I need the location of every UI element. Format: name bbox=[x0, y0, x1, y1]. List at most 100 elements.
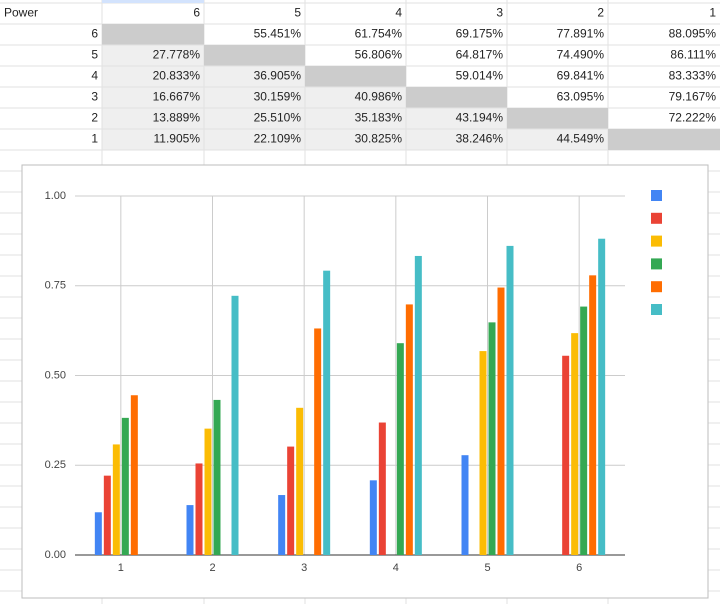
cell: 63.095% bbox=[557, 90, 605, 104]
bar bbox=[589, 275, 597, 555]
cell: 88.095% bbox=[669, 27, 717, 41]
bar bbox=[414, 255, 422, 555]
header-cell: 6 bbox=[193, 6, 200, 20]
cell: 11.905% bbox=[154, 132, 201, 146]
y-tick-label: 0.75 bbox=[45, 280, 66, 292]
bar bbox=[278, 495, 286, 555]
legend-swatch bbox=[651, 212, 662, 224]
cell: 79.167% bbox=[669, 90, 717, 104]
bar bbox=[488, 322, 496, 555]
header-cell: Power bbox=[4, 6, 38, 20]
row-label: 1 bbox=[91, 132, 98, 146]
bar bbox=[323, 270, 331, 555]
header-cell: 4 bbox=[395, 6, 402, 20]
bar bbox=[296, 407, 304, 555]
bar bbox=[314, 328, 322, 555]
bar bbox=[94, 512, 102, 555]
bar bbox=[231, 295, 239, 555]
x-tick-label: 4 bbox=[393, 562, 399, 574]
diagonal-cell bbox=[102, 24, 204, 45]
y-tick-label: 0.50 bbox=[45, 369, 66, 381]
legend-swatch bbox=[651, 258, 662, 270]
cell: 38.246% bbox=[456, 132, 504, 146]
bar bbox=[580, 306, 588, 555]
bar bbox=[130, 395, 138, 555]
x-tick-label: 2 bbox=[209, 562, 215, 574]
header-cell: 3 bbox=[496, 6, 503, 20]
cell: 30.159% bbox=[254, 90, 302, 104]
header-cell: 2 bbox=[597, 6, 604, 20]
cell: 64.817% bbox=[456, 48, 504, 62]
diagonal-cell bbox=[608, 129, 720, 150]
bar bbox=[598, 238, 606, 555]
bar bbox=[479, 351, 487, 555]
legend-swatch bbox=[651, 235, 662, 247]
cell: 16.667% bbox=[153, 90, 201, 104]
cell: 35.183% bbox=[355, 111, 403, 125]
legend-swatch bbox=[651, 190, 662, 201]
bar bbox=[112, 444, 120, 555]
cell: 25.510% bbox=[254, 111, 302, 125]
x-tick-label: 6 bbox=[576, 562, 582, 574]
cell: 22.109% bbox=[254, 132, 302, 146]
cell: 77.891% bbox=[557, 27, 605, 41]
header-cell: 1 bbox=[709, 6, 716, 20]
row-label: 3 bbox=[91, 90, 98, 104]
diagonal-cell bbox=[507, 108, 608, 129]
table: Power 6 5 4 3 2 1 6 55.451% 61.754% 69.175% 77.891%… bbox=[4, 6, 720, 151]
diagonal-cell bbox=[406, 87, 507, 108]
selected-col-header bbox=[102, 0, 204, 3]
bar bbox=[204, 428, 212, 555]
bar bbox=[213, 399, 221, 555]
bar bbox=[378, 422, 386, 555]
cell: 74.490% bbox=[557, 48, 605, 62]
bar bbox=[461, 455, 469, 555]
y-tick-label: 0.00 bbox=[45, 549, 66, 561]
row-label: 4 bbox=[91, 69, 98, 83]
bar bbox=[186, 505, 194, 555]
chart: 0.00 0.25 0.50 0.75 1.00 1 2 3 4 5 6 bbox=[45, 190, 662, 574]
cell: 55.451% bbox=[254, 27, 302, 41]
bar bbox=[103, 475, 111, 555]
x-tick-label: 1 bbox=[118, 562, 124, 574]
cell: 59.014% bbox=[456, 69, 504, 83]
cell: 86.111% bbox=[670, 48, 716, 62]
cell: 40.986% bbox=[355, 90, 403, 104]
row-label: 2 bbox=[91, 111, 98, 125]
y-tick-label: 0.25 bbox=[45, 459, 66, 471]
cell: 69.175% bbox=[456, 27, 504, 41]
cell: 30.825% bbox=[355, 132, 403, 146]
cell: 61.754% bbox=[355, 27, 403, 41]
x-tick-label: 5 bbox=[484, 562, 490, 574]
bar bbox=[405, 304, 413, 555]
y-tick-label: 1.00 bbox=[45, 190, 66, 202]
header-cell: 5 bbox=[294, 6, 301, 20]
bar bbox=[396, 343, 404, 555]
row-label: 6 bbox=[91, 27, 98, 41]
cell: 69.841% bbox=[557, 69, 605, 83]
bar bbox=[506, 245, 514, 555]
cell: 56.806% bbox=[355, 48, 403, 62]
cell: 20.833% bbox=[153, 69, 201, 83]
cell: 43.194% bbox=[456, 111, 504, 125]
legend-swatch bbox=[651, 281, 662, 293]
cell: 27.778% bbox=[153, 48, 201, 62]
bar bbox=[121, 417, 129, 555]
cell: 36.905% bbox=[254, 69, 302, 83]
cell: 13.889% bbox=[153, 111, 201, 125]
diagonal-cell bbox=[305, 66, 406, 87]
diagonal-cell bbox=[204, 45, 305, 66]
cell: 72.222% bbox=[669, 111, 717, 125]
bar bbox=[195, 463, 203, 555]
bar bbox=[571, 333, 579, 555]
x-tick-label: 3 bbox=[301, 562, 307, 574]
cell: 83.333% bbox=[669, 69, 717, 83]
bar bbox=[287, 446, 295, 555]
row-label: 5 bbox=[91, 48, 98, 62]
bar bbox=[562, 355, 570, 555]
bar bbox=[497, 287, 505, 555]
bar bbox=[369, 480, 377, 555]
legend-swatch bbox=[651, 304, 662, 315]
